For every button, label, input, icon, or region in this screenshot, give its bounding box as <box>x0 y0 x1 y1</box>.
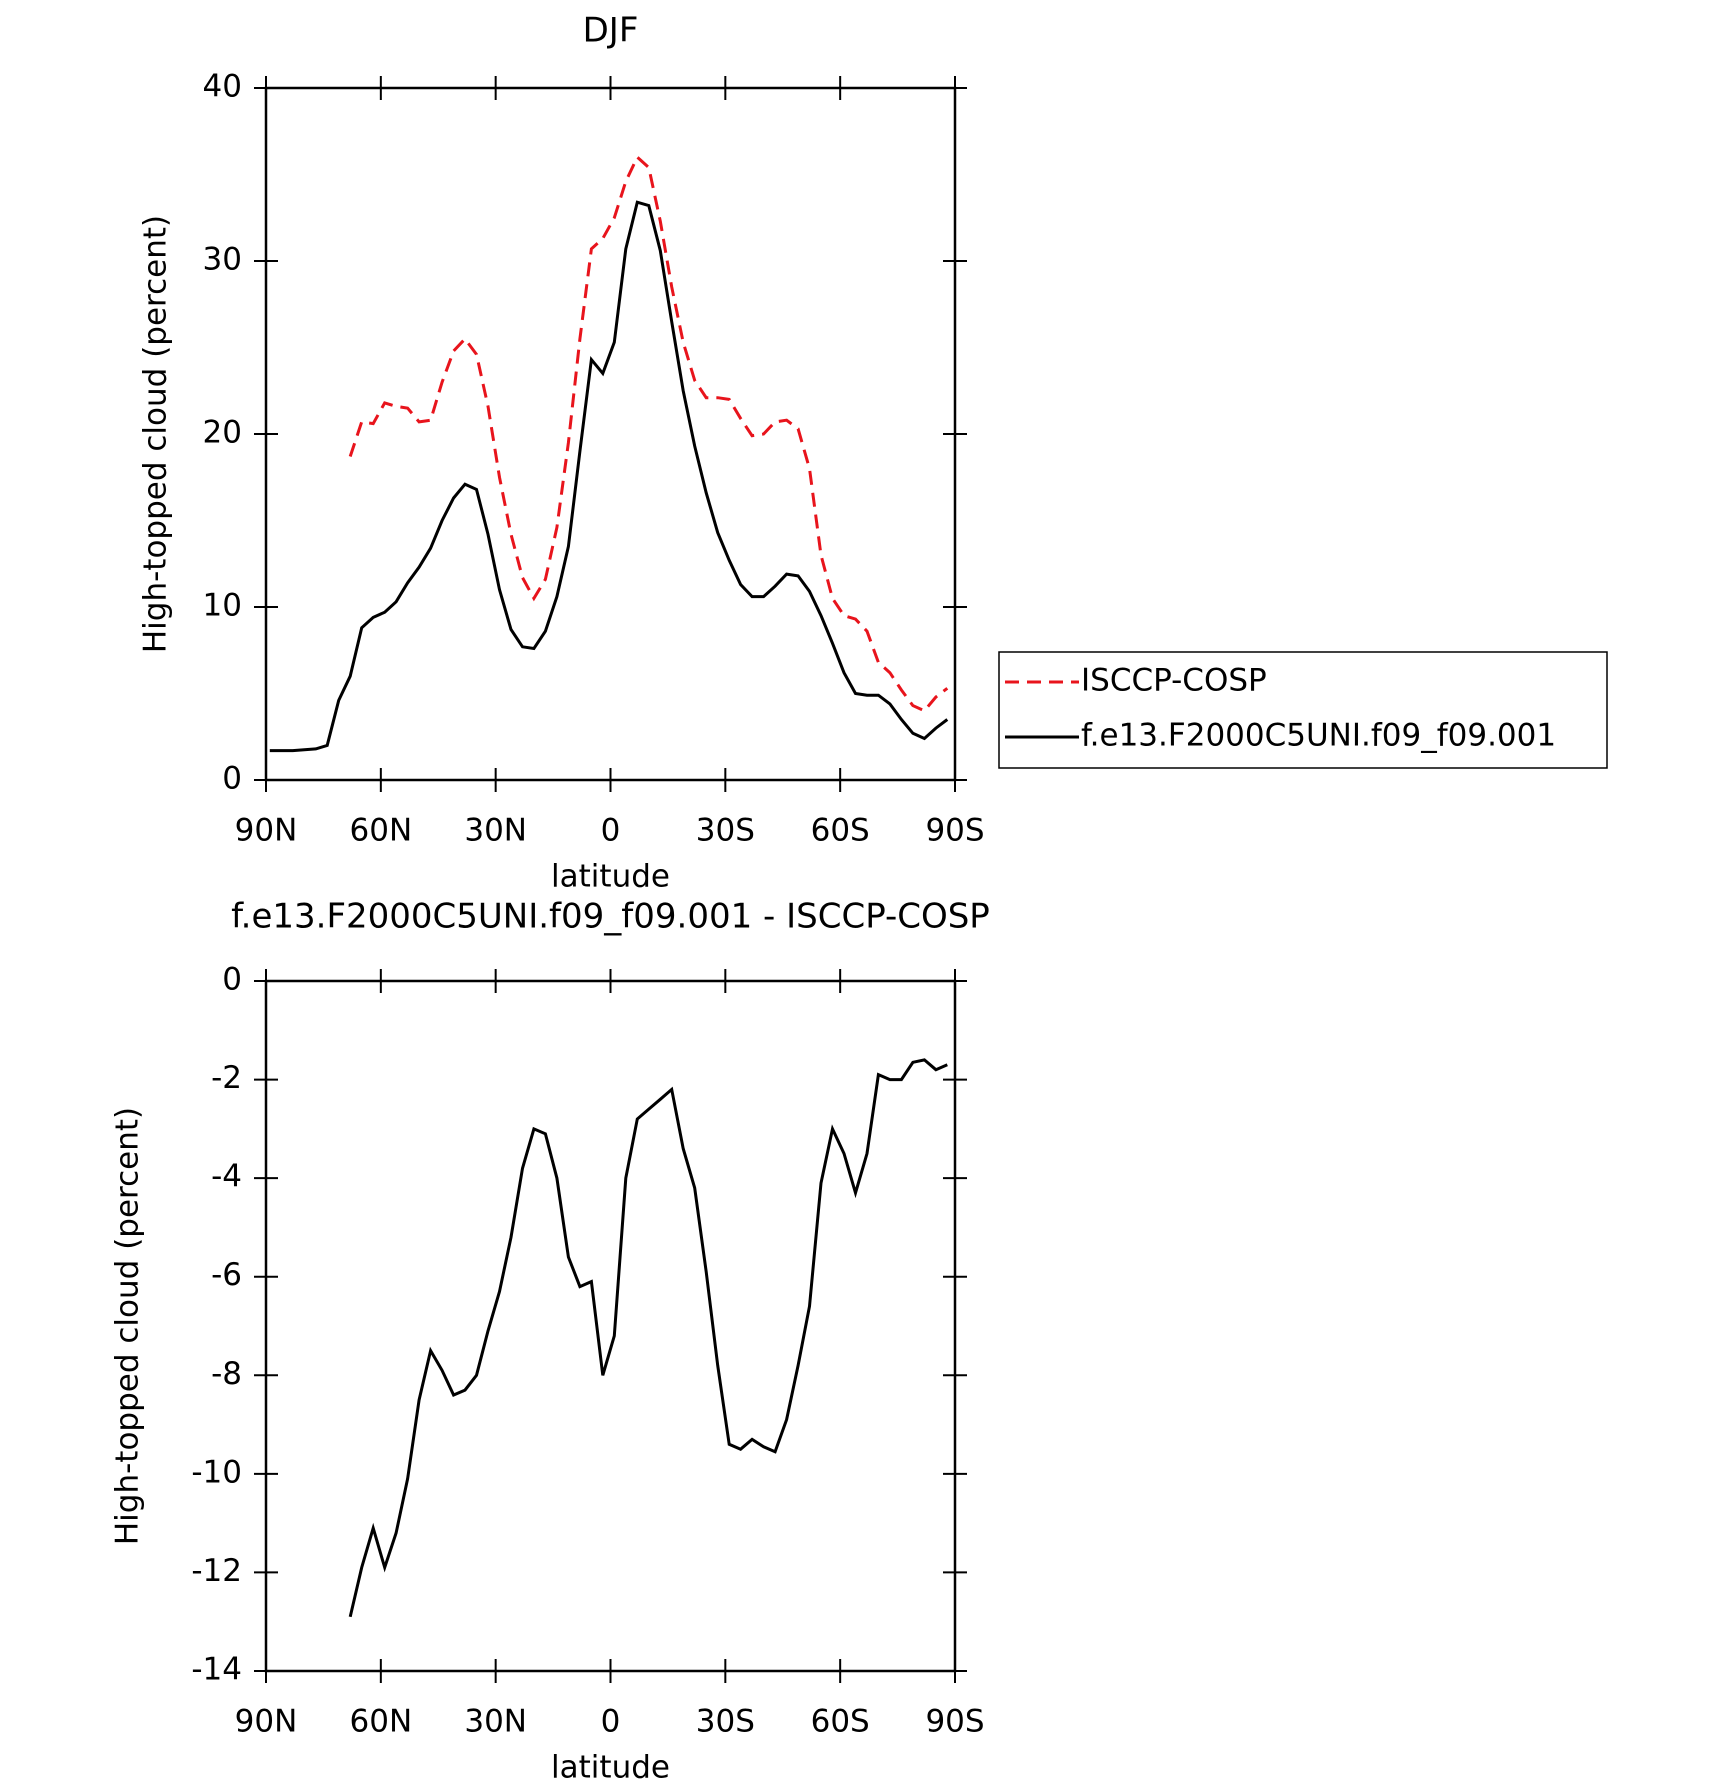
y-axis-label: High-topped cloud (percent) <box>138 215 174 653</box>
x-tick-label: 30N <box>464 813 527 849</box>
y-tick-label: -4 <box>211 1159 242 1195</box>
data-line <box>348 154 949 713</box>
x-tick-label: 90S <box>925 1704 984 1740</box>
plot-frame <box>264 979 957 1673</box>
data-line <box>348 1058 948 1618</box>
legend-label: f.e13.F2000C5UNI.f09_f09.001 <box>1081 718 1556 754</box>
y-tick-label: 20 <box>203 415 242 451</box>
plot-frame <box>264 86 957 782</box>
x-tick-label: 90N <box>235 1704 298 1740</box>
x-tick-label: 90S <box>925 813 984 849</box>
x-axis-label: latitude <box>551 859 670 895</box>
x-tick-label: 60N <box>350 813 413 849</box>
x-tick-label: 30N <box>464 1704 527 1740</box>
y-tick-label: -2 <box>211 1060 242 1096</box>
x-tick-label: 60N <box>350 1704 413 1740</box>
x-tick-label: 30S <box>696 1704 755 1740</box>
x-tick-label: 30S <box>696 813 755 849</box>
x-tick-label: 60S <box>811 1704 870 1740</box>
y-tick-label: -10 <box>191 1454 242 1490</box>
y-tick-label: -12 <box>191 1553 242 1589</box>
x-tick-label: 90N <box>235 813 298 849</box>
x-tick-label: 60S <box>811 813 870 849</box>
data-line <box>269 200 949 753</box>
y-tick-label: 30 <box>203 242 242 278</box>
y-tick-label: 10 <box>203 588 242 624</box>
chart-title: f.e13.F2000C5UNI.f09_f09.001 - ISCCP-COS… <box>231 897 990 937</box>
legend-label: ISCCP-COSP <box>1081 663 1267 699</box>
y-tick-label: -14 <box>191 1652 242 1688</box>
y-tick-label: 40 <box>203 69 242 105</box>
y-tick-label: 0 <box>222 761 242 797</box>
chart-title: DJF <box>583 11 639 51</box>
x-axis-label: latitude <box>551 1750 670 1783</box>
y-tick-label: 0 <box>222 962 242 998</box>
x-tick-label: 0 <box>601 1704 621 1740</box>
x-tick-label: 0 <box>601 813 621 849</box>
legend-box <box>998 651 1608 769</box>
y-tick-label: -6 <box>211 1257 242 1293</box>
y-tick-label: -8 <box>211 1356 242 1392</box>
y-axis-label: High-topped cloud (percent) <box>110 1107 146 1545</box>
